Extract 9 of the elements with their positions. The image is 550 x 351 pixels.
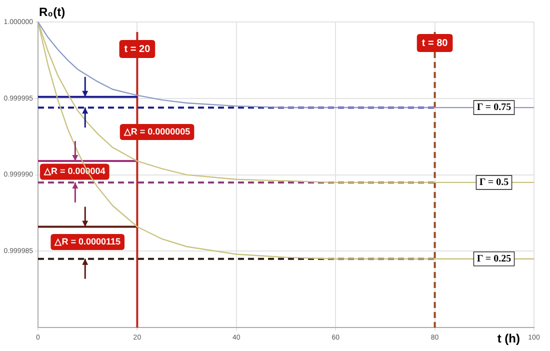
series-label: Γ = 0.5 — [479, 177, 509, 188]
annotation: △R = 0.0000005 — [122, 126, 190, 136]
annotation: △R = 0.0000115 — [54, 236, 121, 247]
series-label: Γ = 0.75 — [476, 102, 512, 114]
y-axis-title: R₀(t) — [39, 5, 66, 19]
ref-line-label: t = 20 — [124, 44, 151, 55]
ref-line-label: t = 80 — [422, 38, 448, 49]
x-axis-title: t (h) — [497, 332, 520, 346]
series-label: Γ = 0.25 — [476, 253, 512, 264]
